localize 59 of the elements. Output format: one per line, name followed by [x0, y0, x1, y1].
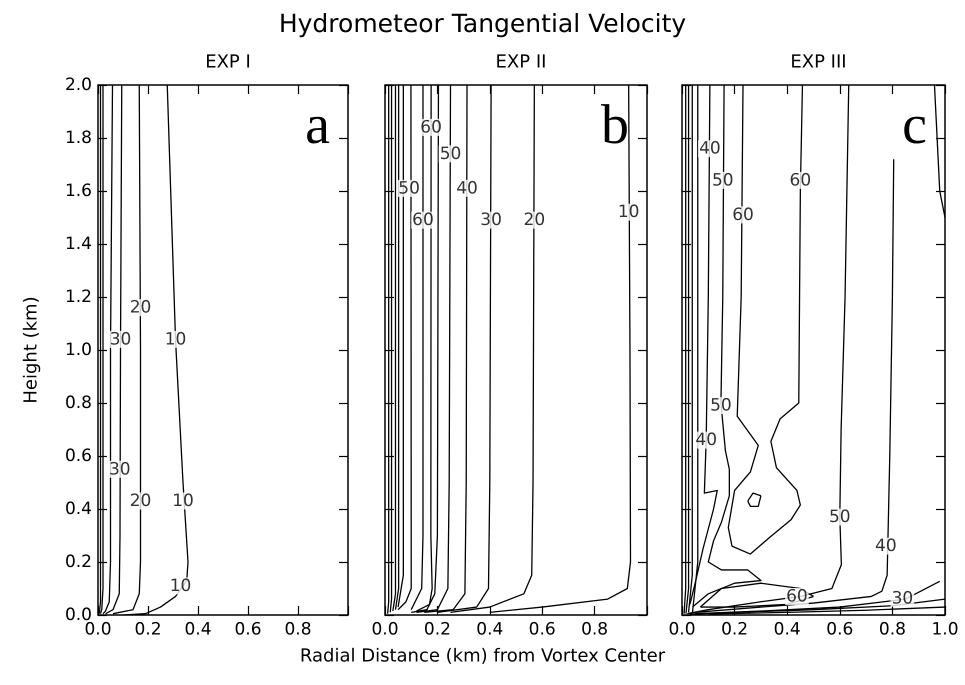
annotation: 40 [456, 178, 478, 198]
annotation: 10 [618, 202, 640, 222]
annotation: 50 [398, 178, 420, 198]
y-tick-label: 1.4 [64, 234, 92, 254]
annotation: b [601, 94, 629, 156]
y-tick-label: 1.8 [64, 128, 92, 148]
annotation: 50 [828, 506, 851, 527]
annotation: c [902, 94, 927, 156]
annotation: 30 [108, 459, 131, 480]
y-tick-label: 1.6 [64, 181, 92, 201]
x-axis-title: Radial Distance (km) from Vortex Center [300, 646, 666, 666]
annotation: 50 [440, 144, 462, 164]
annotation: 30 [892, 588, 914, 608]
annotation: 20 [130, 491, 152, 512]
x-tick-label: 0.2 [134, 620, 162, 640]
x-tick-label: 0.8 [581, 620, 608, 640]
annotation: 10 [170, 576, 192, 596]
annotation: 40 [875, 536, 897, 556]
x-tick-label: 0.0 [371, 620, 399, 640]
annotation: 60 [412, 210, 434, 230]
chart-subtitle: EXP I [205, 52, 251, 72]
annotation: 20 [130, 298, 152, 318]
y-tick-label: 1.2 [64, 287, 92, 307]
x-tick-label: 0.4 [774, 620, 801, 640]
y-tick-label: 2.0 [64, 75, 92, 95]
x-tick-label: 0.6 [234, 620, 262, 640]
y-tick-label: 0.6 [64, 446, 92, 466]
annotation: 30 [480, 210, 502, 230]
annotation: 10 [172, 491, 194, 512]
x-tick-label: 0.0 [668, 620, 696, 640]
annotation: 60 [732, 204, 754, 225]
chart-subtitle: EXP III [790, 52, 847, 72]
x-tick-label: 0.6 [826, 620, 854, 640]
annotation: 40 [699, 138, 721, 159]
x-tick-label: 0.8 [878, 620, 906, 640]
chart-subtitle: EXP II [496, 52, 546, 72]
x-tick-label: 0.8 [284, 620, 312, 640]
y-tick-label: 0.4 [64, 499, 92, 519]
annotation: 60 [786, 586, 808, 606]
x-tick-label: 0.2 [721, 620, 748, 640]
y-tick-label: 0.8 [64, 393, 92, 413]
annotation: 20 [524, 210, 546, 230]
annotation: 40 [695, 430, 718, 450]
annotation: 60 [790, 170, 812, 190]
annotation: a [305, 94, 330, 156]
annotation: 50 [712, 170, 734, 190]
y-tick-label: 1.0 [64, 340, 92, 360]
annotation: 10 [164, 329, 186, 350]
chart-title: Hydrometeor Tangential Velocity [278, 9, 686, 38]
annotation: 60 [420, 117, 442, 138]
y-tick-label: 0.2 [64, 552, 92, 572]
y-axis-title: Height (km) [20, 296, 42, 404]
x-tick-label: 1.0 [931, 620, 959, 640]
annotation: 30 [110, 329, 132, 350]
x-tick-label: 0.6 [528, 620, 556, 640]
x-tick-label: 0.4 [476, 620, 504, 640]
x-tick-label: 0.2 [424, 620, 451, 640]
annotation: 50 [710, 396, 732, 416]
x-tick-label: 0.4 [184, 620, 212, 640]
